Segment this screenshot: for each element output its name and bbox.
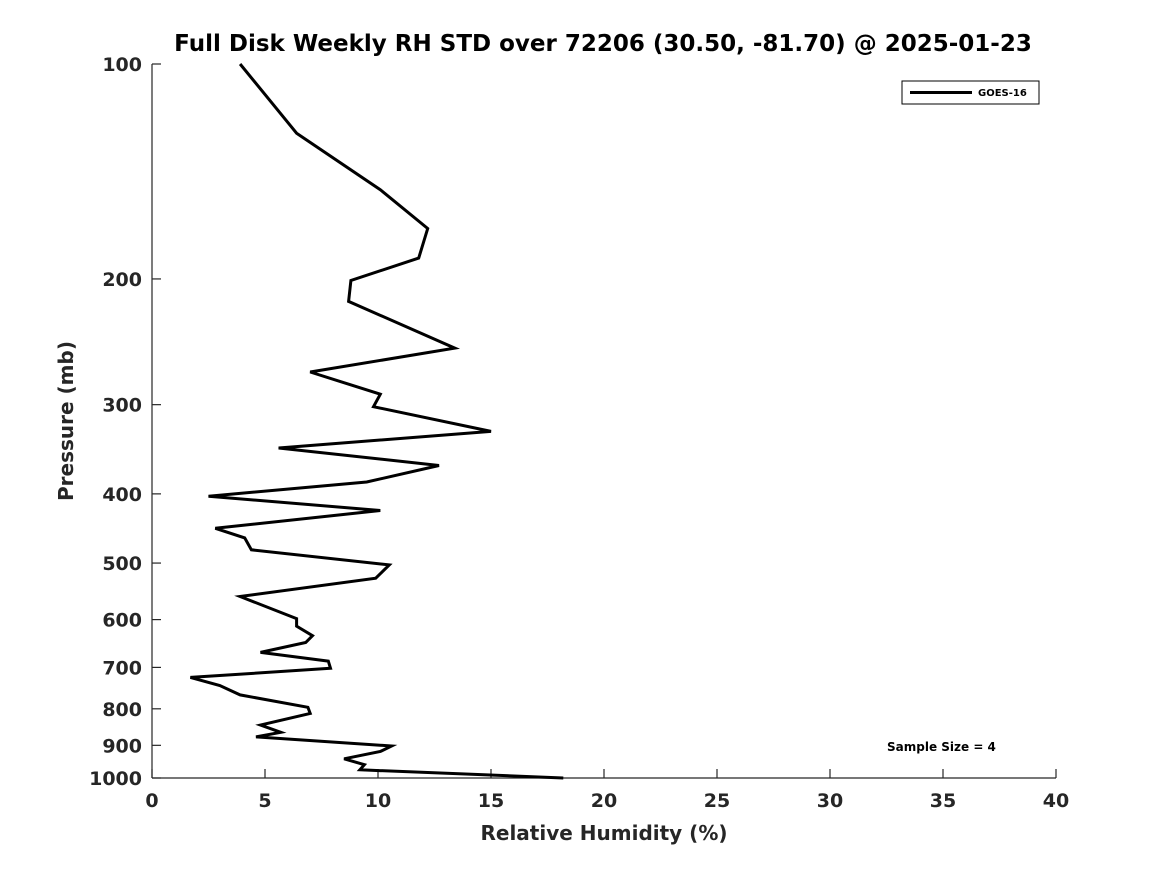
series-layer: [190, 63, 564, 780]
y-tick-label: 600: [102, 610, 142, 632]
y-axis-label: Pressure (mb): [54, 341, 78, 501]
x-tick-label: 20: [591, 790, 617, 812]
y-tick-label: 900: [102, 735, 142, 757]
x-tick-label: 40: [1043, 790, 1069, 812]
y-tick-label: 500: [102, 553, 142, 575]
x-tick-label: 5: [258, 790, 271, 812]
x-tick-label: 0: [145, 790, 158, 812]
y-tick-label: 800: [102, 699, 142, 721]
legend-label-goes-16: GOES-16: [978, 88, 1027, 99]
sample-size-annotation: Sample Size = 4: [887, 740, 996, 754]
y-tick-label: 700: [102, 657, 142, 679]
y-tick-label: 100: [102, 54, 142, 76]
x-tick-label: 25: [704, 790, 730, 812]
series-line-goes-16: [190, 63, 564, 780]
y-tick-label: 1000: [89, 768, 142, 790]
y-tick-label: 400: [102, 484, 142, 506]
x-tick-label: 30: [817, 790, 843, 812]
y-tick-label: 300: [102, 395, 142, 417]
x-axis-label: Relative Humidity (%): [480, 821, 727, 845]
x-axis-ticks: 0 5 10 15 20 25 30 35 40: [145, 769, 1069, 812]
legend: GOES-16: [901, 80, 1040, 105]
x-tick-label: 15: [478, 790, 504, 812]
x-tick-label: 35: [930, 790, 956, 812]
y-tick-label: 200: [102, 269, 142, 291]
chart-title: Full Disk Weekly RH STD over 72206 (30.5…: [174, 31, 1032, 57]
y-axis-ticks: 100 200 300 400 500 600 700 800 900 1000: [89, 54, 161, 790]
x-tick-label: 10: [365, 790, 391, 812]
